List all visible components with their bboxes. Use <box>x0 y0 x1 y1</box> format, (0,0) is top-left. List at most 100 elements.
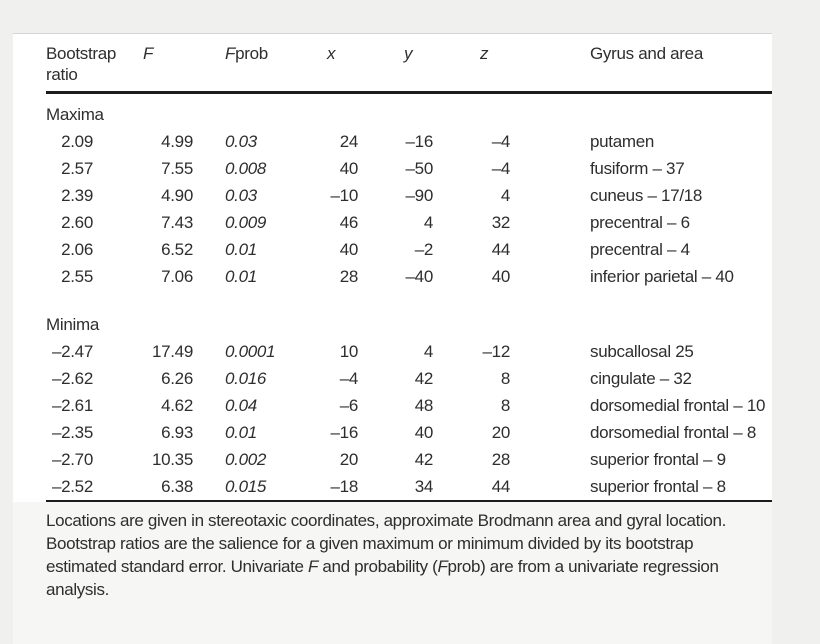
table-row: –2.70 10.35 0.002 20 42 28 superior frontal – … <box>46 446 772 473</box>
cell-gyrus-and-area: fusiform – 37 <box>590 158 685 178</box>
cell-y: 4 <box>423 212 433 232</box>
cell-x: –16 <box>330 422 359 442</box>
cell-x: 20 <box>339 449 359 469</box>
column-header-gyrus-and-area: Gyrus and area <box>590 43 703 64</box>
table-row: 2.55 7.06 0.01 28 –40 40 inferior parietal – 4… <box>46 263 772 290</box>
cell-z: –4 <box>491 131 511 151</box>
table-row: 2.60 7.43 0.009 46 4 32 precentral – 6 <box>46 209 772 236</box>
cell-fprob: 0.002 <box>225 449 267 469</box>
text: Gyrus and area <box>590 44 703 63</box>
cell-y: –2 <box>414 239 434 259</box>
cell-f: 7.43 <box>161 212 193 232</box>
cell-x: 10 <box>339 341 359 361</box>
italic-text: F <box>437 557 448 576</box>
column-header-f: F <box>143 43 153 64</box>
cell-x: –4 <box>339 368 359 388</box>
cell-x: 28 <box>339 266 359 286</box>
cell-bootstrap-ratio: 2.57 <box>61 158 93 178</box>
italic-text: F <box>225 44 236 63</box>
cell-f: 6.52 <box>161 239 193 259</box>
cell-z: 40 <box>491 266 511 286</box>
table-row: –2.61 4.62 0.04 –6 48 8 dorsomedial frontal – … <box>46 392 772 419</box>
section-label-minima: Minima <box>46 315 99 334</box>
column-header-x: x <box>327 43 336 64</box>
cell-gyrus-and-area: cuneus – 17/18 <box>590 185 703 205</box>
cell-y: 42 <box>414 449 434 469</box>
italic-text: y <box>404 44 413 63</box>
cell-gyrus-and-area: inferior parietal – 40 <box>590 266 734 286</box>
cell-f: 17.49 <box>151 341 193 361</box>
cell-gyrus-and-area: superior frontal – 9 <box>590 449 726 469</box>
table-row: –2.62 6.26 0.016 –4 42 8 cingulate – 32 <box>46 365 772 392</box>
cell-z: 20 <box>491 422 511 442</box>
stats-table: Bootstrap ratio F Fprob x y z Gyrus and area M… <box>46 34 772 503</box>
cell-bootstrap-ratio: –2.62 <box>51 368 93 388</box>
cell-f: 6.26 <box>161 368 193 388</box>
table-row: –2.35 6.93 0.01 –16 40 20 dorsomedial frontal … <box>46 419 772 446</box>
column-header-fprob: Fprob <box>225 43 268 64</box>
cell-x: 40 <box>339 239 359 259</box>
cell-y: –40 <box>405 266 434 286</box>
cell-y: –16 <box>405 131 434 151</box>
cell-bootstrap-ratio: –2.70 <box>51 449 93 469</box>
cell-bootstrap-ratio: –2.61 <box>51 395 93 415</box>
cell-fprob: 0.01 <box>225 422 257 442</box>
text: Locations are given in stereotaxic coord… <box>46 511 726 576</box>
cell-gyrus-and-area: dorsomedial frontal – 10 <box>590 395 766 415</box>
cell-bootstrap-ratio: 2.39 <box>61 185 93 205</box>
text: prob <box>235 44 268 63</box>
column-header-y: y <box>404 43 413 64</box>
footnote-band: Locations are given in stereotaxic coord… <box>13 502 772 644</box>
cell-bootstrap-ratio: 2.09 <box>61 131 93 151</box>
cell-f: 4.90 <box>161 185 193 205</box>
section-label-maxima: Maxima <box>46 105 104 124</box>
cell-f: 7.06 <box>161 266 193 286</box>
table-row: 2.09 4.99 0.03 24 –16 –4 putamen <box>46 128 772 155</box>
cell-fprob: 0.03 <box>225 185 257 205</box>
table-row: 2.39 4.90 0.03 –10 –90 4 cuneus – 17/18 <box>46 182 772 209</box>
cell-z: 44 <box>491 239 511 259</box>
table-body: Maxima 2.09 4.99 0.03 24 –16 –4 putamen 2.57 7.55… <box>46 101 772 500</box>
cell-y: –90 <box>405 185 434 205</box>
table-row: 2.06 6.52 0.01 40 –2 44 precentral – 4 <box>46 236 772 263</box>
cell-f: 6.93 <box>161 422 193 442</box>
cell-x: 40 <box>339 158 359 178</box>
cell-z: 44 <box>491 476 511 496</box>
cell-bootstrap-ratio: –2.35 <box>51 422 93 442</box>
cell-y: 40 <box>414 422 434 442</box>
table-row: –2.52 6.38 0.015 –18 34 44 superior frontal – … <box>46 473 772 500</box>
table-row: –2.47 17.49 0.0001 10 4 –12 subcallosal 25 <box>46 338 772 365</box>
column-header-bootstrap-ratio: Bootstrap ratio <box>46 43 130 85</box>
cell-gyrus-and-area: dorsomedial frontal – 8 <box>590 422 757 442</box>
table-card: Bootstrap ratio F Fprob x y z Gyrus and area M… <box>13 33 772 503</box>
text: and probability ( <box>318 557 438 576</box>
cell-y: 48 <box>414 395 434 415</box>
cell-fprob: 0.009 <box>225 212 267 232</box>
cell-gyrus-and-area: putamen <box>590 131 655 151</box>
cell-f: 4.99 <box>161 131 193 151</box>
cell-y: 34 <box>414 476 434 496</box>
cell-fprob: 0.01 <box>225 266 257 286</box>
table-footnote-text: Locations are given in stereotaxic coord… <box>46 509 754 601</box>
table-header-row: Bootstrap ratio F Fprob x y z Gyrus and area <box>46 34 772 94</box>
italic-text: F <box>308 557 319 576</box>
column-header-z: z <box>480 43 489 64</box>
cell-y: 4 <box>423 341 433 361</box>
italic-text: F <box>143 44 154 63</box>
cell-bootstrap-ratio: 2.55 <box>61 266 93 286</box>
cell-bootstrap-ratio: –2.52 <box>51 476 93 496</box>
cell-z: –12 <box>482 341 511 361</box>
italic-text: x <box>327 44 336 63</box>
cell-z: 28 <box>491 449 511 469</box>
cell-bootstrap-ratio: –2.47 <box>51 341 93 361</box>
cell-y: 42 <box>414 368 434 388</box>
cell-bootstrap-ratio: 2.06 <box>61 239 93 259</box>
text: prob) are from a univariate regression a… <box>46 557 719 599</box>
cell-gyrus-and-area: precentral – 4 <box>590 239 690 259</box>
cell-gyrus-and-area: cingulate – 32 <box>590 368 692 388</box>
cell-f: 7.55 <box>161 158 193 178</box>
cell-gyrus-and-area: subcallosal 25 <box>590 341 694 361</box>
cell-z: 8 <box>500 368 510 388</box>
cell-fprob: 0.04 <box>225 395 257 415</box>
